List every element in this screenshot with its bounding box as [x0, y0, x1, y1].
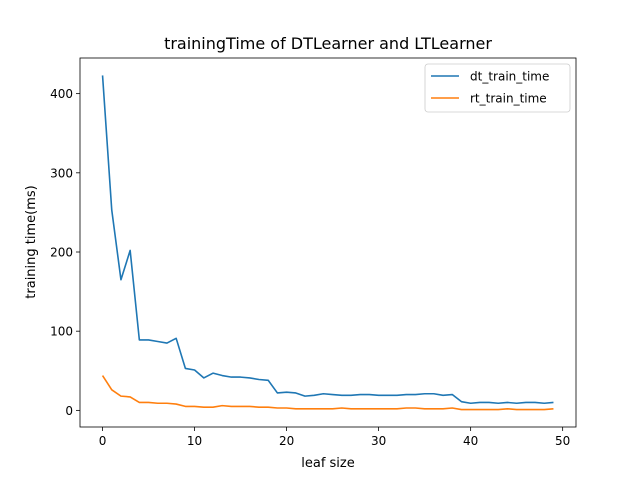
series-layer: [101, 75, 554, 411]
legend-box: [424, 63, 571, 113]
series-line-dt_train_time: [101, 75, 554, 405]
x-tick-label: 0: [99, 434, 107, 448]
y-axis-label: training time(ms): [24, 185, 39, 298]
legend: dt_train_time rt_train_time: [424, 63, 571, 113]
x-tick-label: 20: [279, 434, 294, 448]
y-tick-label: 100: [50, 325, 73, 339]
x-tick-label: 30: [371, 434, 386, 448]
y-axis: 0 100 200 300 400: [50, 87, 80, 418]
plot-area-frame: [79, 57, 577, 428]
x-tick-label: 50: [555, 434, 570, 448]
series-line-rt_train_time: [101, 375, 554, 411]
legend-label: dt_train_time: [470, 70, 549, 84]
y-tick-label: 300: [50, 166, 73, 180]
x-axis: 0 10 20 30 40 50: [99, 427, 570, 448]
x-axis-label: leaf size: [301, 456, 355, 471]
y-tick-label: 400: [50, 87, 73, 101]
y-tick-label: 200: [50, 246, 73, 260]
y-tick-label: 0: [65, 404, 73, 418]
x-tick-label: 10: [187, 434, 202, 448]
chart-title: trainingTime of DTLearner and LTLearner: [164, 34, 492, 53]
legend-label: rt_train_time: [470, 92, 547, 106]
x-tick-label: 40: [463, 434, 478, 448]
